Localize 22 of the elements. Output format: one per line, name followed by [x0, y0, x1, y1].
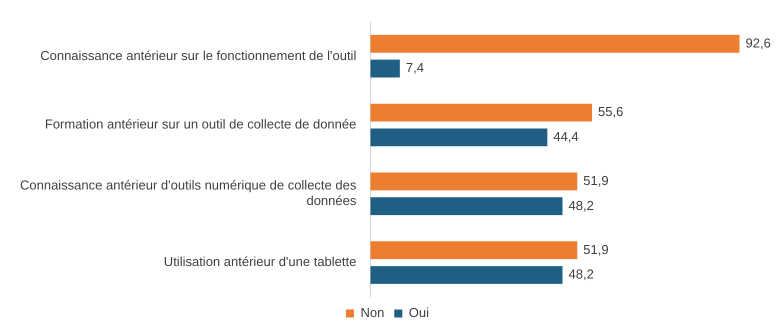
bar [370, 172, 578, 190]
y-tick-label: Utilisation antérieur d'une tablette [164, 254, 356, 270]
bar [370, 104, 592, 122]
legend-label: Oui [408, 305, 430, 320]
data-label: 51,9 [583, 172, 609, 188]
bar [370, 60, 400, 78]
data-label: 55,6 [598, 104, 624, 120]
data-label: 7,4 [406, 60, 424, 76]
bar [370, 197, 562, 216]
bar [370, 128, 548, 146]
data-label: 92,6 [746, 35, 771, 50]
data-label: 48,2 [568, 266, 594, 282]
legend-label: Non [360, 305, 384, 320]
bar [370, 241, 578, 260]
y-tick-label: Connaissance antérieur d'outils numérique de collecte des données [20, 178, 357, 208]
y-tick-label: Formation antérieur sur un outil de collecte de donnée [44, 116, 356, 132]
bar [370, 34, 740, 53]
data-label: 48,2 [568, 198, 594, 213]
data-label: 44,4 [553, 128, 579, 144]
y-tick-label: Connaissance antérieur sur le fonctionnement de l'outil [40, 48, 356, 63]
data-label: 51,9 [583, 242, 609, 257]
bar [370, 266, 562, 284]
